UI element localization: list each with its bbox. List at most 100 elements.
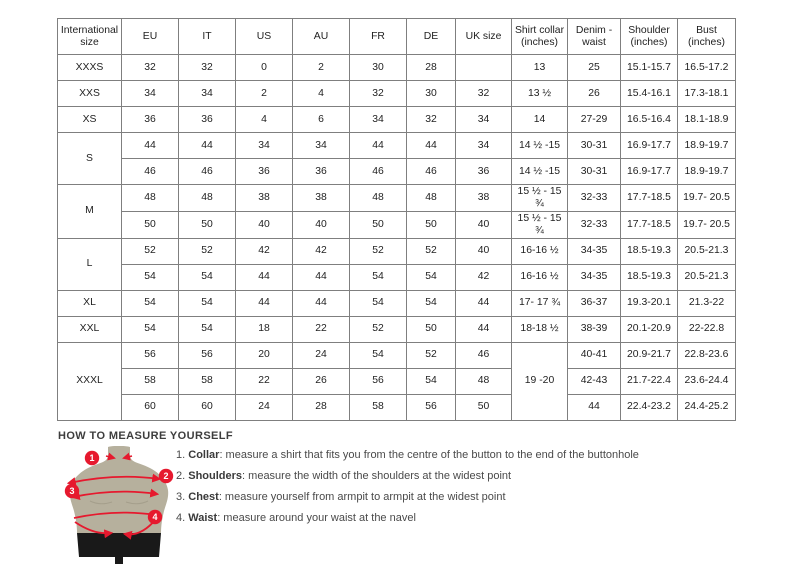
table-cell: 44 <box>455 315 512 343</box>
table-cell: 36 <box>455 158 512 185</box>
table-cell: 36-37 <box>567 289 621 317</box>
table-cell: 48 <box>455 367 512 395</box>
table-cell: 36 <box>178 106 236 133</box>
table-cell: 32 <box>455 80 512 107</box>
table-cell: 18.1-18.9 <box>677 106 736 133</box>
table-cell: 34 <box>178 80 236 107</box>
table-row: XXS 34 34 2 4 32 30 32 13 ½ 26 15.4-16.1 17.3-18.1 <box>57 80 736 107</box>
column-header: Bust (inches) <box>677 18 736 55</box>
table-cell: 18.5-19.3 <box>620 237 678 265</box>
table-cell: 22.8-23.6 <box>677 341 736 369</box>
table-cell: 52 <box>349 315 407 343</box>
table-cell: M <box>57 184 122 239</box>
table-cell: 42-43 <box>567 367 621 395</box>
column-header: AU <box>292 18 350 55</box>
measure-badge-1: 1 <box>84 450 100 466</box>
table-row: M 48 48 38 38 48 48 38 15 ½ - 15 ¾ 32-33 17.7-18.5… <box>57 184 736 239</box>
column-header: Denim - waist <box>567 18 621 55</box>
table-cell: 38-39 <box>567 315 621 343</box>
shoulder-measure-line <box>66 473 162 486</box>
table-cell: 32 <box>178 54 236 81</box>
measure-step: 3. Chest: measure yourself from armpit t… <box>176 491 646 503</box>
table-cell: 26 <box>292 367 350 395</box>
table-cell: 32 <box>121 54 179 81</box>
table-cell: 50 <box>178 210 236 239</box>
table-cell: 56 <box>178 341 236 369</box>
table-cell: 24 <box>292 341 350 369</box>
table-cell: 44 <box>349 132 407 159</box>
table-cell: 42 <box>292 237 350 265</box>
table-cell: 54 <box>121 315 179 343</box>
table-cell: 18-18 ½ <box>511 315 568 343</box>
table-row: 50 50 40 40 50 50 40 15 ½ - 15 ¾ 32-33 17.7-18.5 1… <box>58 210 736 239</box>
table-cell: L <box>57 237 122 291</box>
table-cell: 22-22.8 <box>677 315 736 343</box>
table-cell: 17- 17 ¾ <box>511 289 568 317</box>
step-number: 1. <box>176 449 186 461</box>
table-cell: 54 <box>178 315 236 343</box>
table-cell: 38 <box>455 184 512 212</box>
table-cell: 14 <box>511 106 568 133</box>
table-cell: 40 <box>455 210 512 239</box>
step-label: Collar <box>188 449 220 461</box>
column-header: EU <box>121 18 179 55</box>
collar-measure-line <box>105 452 133 461</box>
column-header: Shoulder (inches) <box>620 18 678 55</box>
table-cell: 44 <box>292 289 350 317</box>
table-cell: 54 <box>178 263 236 291</box>
table-row: XXXL 56 56 20 24 54 52 46 19 -20 40-41 20.9-21.7 22… <box>57 341 736 421</box>
table-row: XS 36 36 4 6 34 32 34 14 27-29 16.5-16.4 18.1-18.9 <box>57 106 736 133</box>
table-cell: 13 ½ <box>511 80 568 107</box>
table-cell: 2 <box>235 80 293 107</box>
svg-text:2: 2 <box>163 471 168 481</box>
table-cell: 40 <box>292 210 350 239</box>
table-cell: 28 <box>292 393 350 421</box>
table-cell: 46 <box>455 341 512 369</box>
torso-illustration: 1 2 3 4 <box>64 445 174 564</box>
table-cell: 40-41 <box>567 341 621 369</box>
table-cell: 22 <box>235 367 293 395</box>
table-cell: 54 <box>349 341 407 369</box>
table-cell: 50 <box>121 210 179 239</box>
table-cell: 44 <box>455 289 512 317</box>
table-cell: 15 ½ - 15 ¾ <box>511 210 568 239</box>
table-row: XL 54 54 44 44 54 54 44 17- 17 ¾ 36-37 19.3-20.1 21… <box>57 289 736 317</box>
table-cell: 16-16 ½ <box>511 237 568 265</box>
table-cell: 27-29 <box>567 106 621 133</box>
table-cell: 34 <box>349 106 407 133</box>
table-cell: 58 <box>349 393 407 421</box>
table-cell: 20.1-20.9 <box>620 315 678 343</box>
step-label: Shoulders <box>188 470 243 482</box>
column-header: International size <box>57 18 122 55</box>
table-cell: 46 <box>121 158 179 185</box>
measurement-figure: 1 2 3 4 <box>60 445 178 566</box>
table-row: S 44 44 34 34 44 44 34 14 ½ -15 30-31 16.9-17.7 18.… <box>57 132 736 185</box>
table-cell: 16.9-17.7 <box>620 132 678 159</box>
table-cell: 17.7-18.5 <box>620 184 678 212</box>
step-number: 4. <box>176 512 186 524</box>
table-row: L 52 52 42 42 52 52 40 16-16 ½ 34-35 18.5-19.3 20.5… <box>57 237 736 291</box>
measure-badge-2: 2 <box>158 468 174 484</box>
table-cell: 34 <box>455 106 512 133</box>
table-cell: 19 -20 <box>511 341 568 421</box>
table-cell: 50 <box>406 315 456 343</box>
step-text: : measure a shirt that fits you from the… <box>219 449 639 461</box>
table-row: 60 60 24 28 58 56 50 44 22.4-23.2 24.4-25.2 <box>58 393 736 421</box>
table-cell <box>455 54 512 81</box>
table-cell: 50 <box>349 210 407 239</box>
table-cell: 40 <box>455 237 512 265</box>
table-cell: 24 <box>235 393 293 421</box>
table-cell: 54 <box>349 263 407 291</box>
table-row: 46 46 36 36 46 46 36 14 ½ -15 30-31 16.9-17.7 18.9… <box>58 158 736 185</box>
measure-step: 1. Collar: measure a shirt that fits you… <box>176 449 646 461</box>
column-header: FR <box>349 18 407 55</box>
table-cell: 36 <box>292 158 350 185</box>
table-cell: 34 <box>292 132 350 159</box>
table-cell: 42 <box>235 237 293 265</box>
column-header: IT <box>178 18 236 55</box>
table-cell: 54 <box>406 289 456 317</box>
table-cell: 17.3-18.1 <box>677 80 736 107</box>
svg-text:4: 4 <box>152 512 157 522</box>
table-cell: 16-16 ½ <box>511 263 568 291</box>
svg-text:3: 3 <box>69 486 74 496</box>
